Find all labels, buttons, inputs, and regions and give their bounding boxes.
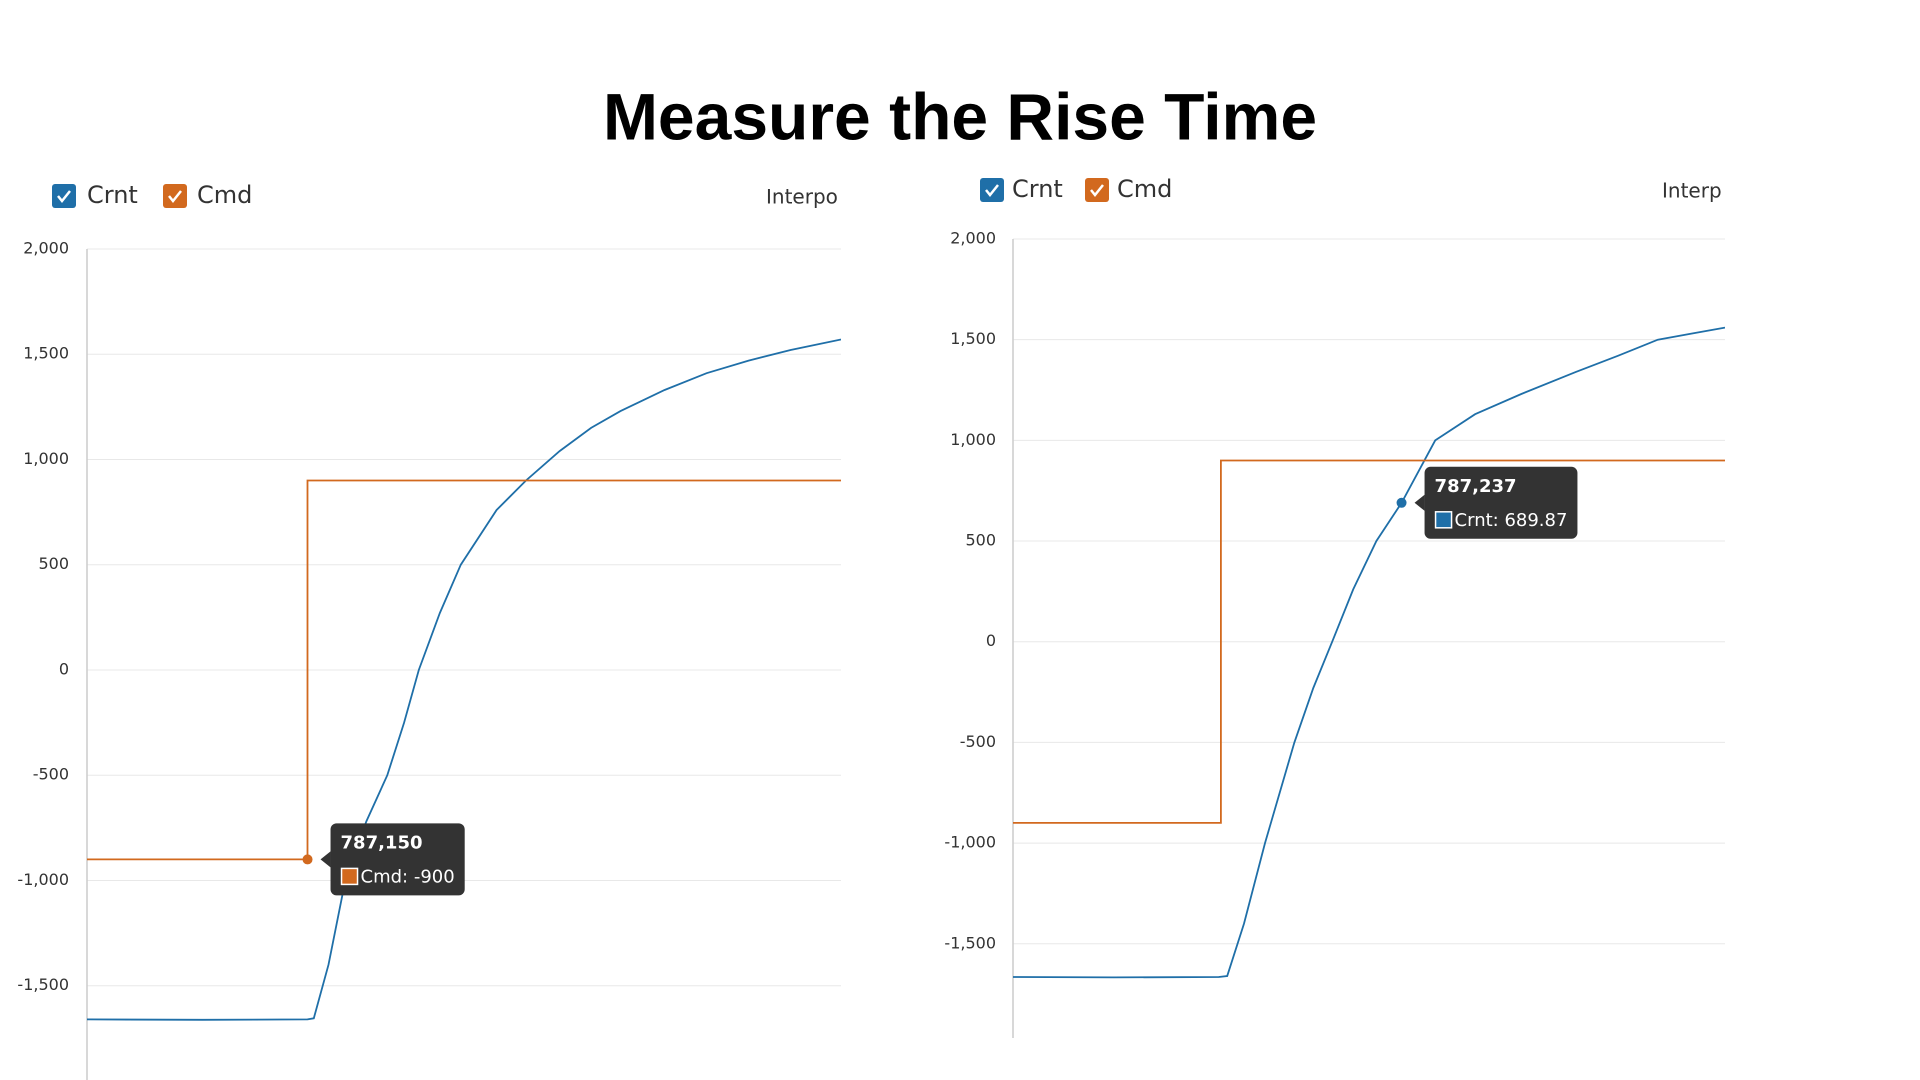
y-tick-label: 1,500 <box>23 344 69 363</box>
y-tick-label: -1,500 <box>944 933 996 952</box>
control[interactable]: Interp <box>1662 179 1722 203</box>
y-tick-label: 1,000 <box>23 449 69 468</box>
check-mark <box>985 184 999 198</box>
legend-label: Crnt <box>1012 175 1063 203</box>
y-tick-label: -1,000 <box>17 870 69 889</box>
y-tick-label: 1,500 <box>950 329 996 348</box>
legend-label: Crnt <box>87 181 138 209</box>
y-tick-label: -1,500 <box>17 975 69 994</box>
legend-label: Cmd <box>1117 175 1172 203</box>
plot-area <box>1013 326 1725 979</box>
tooltip-text: Cmd: -900 <box>361 866 455 887</box>
y-tick-label: 500 <box>38 554 69 573</box>
check-mark <box>57 190 71 204</box>
y-tick-label: 2,000 <box>950 229 996 248</box>
tooltip-box <box>330 823 465 896</box>
control[interactable]: Interpo <box>766 185 838 209</box>
control-label: Interpo <box>766 185 838 209</box>
y-tick-label: -1,000 <box>944 833 996 852</box>
legend-checkbox <box>52 184 76 208</box>
series-line <box>1013 459 1725 824</box>
legend-item[interactable]: Cmd <box>163 181 252 209</box>
tooltip-point <box>302 854 313 865</box>
legend-checkbox <box>163 184 187 208</box>
tooltip-pointer <box>320 851 331 868</box>
legend-checkbox <box>980 178 1004 202</box>
tooltip: 787,150 Cmd: -900 <box>320 823 465 896</box>
y-tick-label: 2,000 <box>23 239 69 258</box>
control-label: Interp <box>1662 179 1722 203</box>
tooltip-title: 787,237 <box>1435 476 1517 497</box>
check-mark <box>168 190 182 204</box>
tooltip-point <box>1396 497 1407 508</box>
tooltip-box <box>1424 466 1578 539</box>
tooltip-title: 787,150 <box>341 832 423 853</box>
tooltip-text: Crnt: 689.87 <box>1455 510 1568 531</box>
check-mark <box>1090 184 1104 198</box>
y-tick-label: -500 <box>960 732 996 751</box>
y-tick-label: 0 <box>59 659 69 678</box>
tooltip: 787,237 Crnt: 689.87 <box>1414 466 1578 539</box>
plot-area <box>87 338 841 1021</box>
legend-item[interactable]: Cmd <box>1085 175 1172 203</box>
y-tick-label: 500 <box>965 531 996 550</box>
legend-label: Cmd <box>197 181 252 209</box>
tooltip-swatch <box>340 867 359 886</box>
series-line <box>87 338 841 1021</box>
tooltip-swatch <box>1434 511 1453 529</box>
series-line <box>1013 326 1725 979</box>
tooltip-pointer <box>1414 494 1425 511</box>
legend-item[interactable]: Crnt <box>980 175 1063 203</box>
y-tick-label: 1,000 <box>950 430 996 449</box>
series-line <box>87 479 841 861</box>
legend-checkbox <box>1085 178 1109 202</box>
chart: 2,000 1,500 1,000 500 0 -500 -1,000 -1,500 Crnt C… <box>17 181 841 1080</box>
y-tick-label: 0 <box>986 631 996 650</box>
slide-title: Measure the Rise Time <box>603 79 1317 153</box>
chart: 2,000 1,500 1,000 500 0 -500 -1,000 -1,500 Crnt C… <box>944 175 1725 1038</box>
y-tick-label: -500 <box>33 765 69 784</box>
legend-item[interactable]: Crnt <box>52 181 138 209</box>
